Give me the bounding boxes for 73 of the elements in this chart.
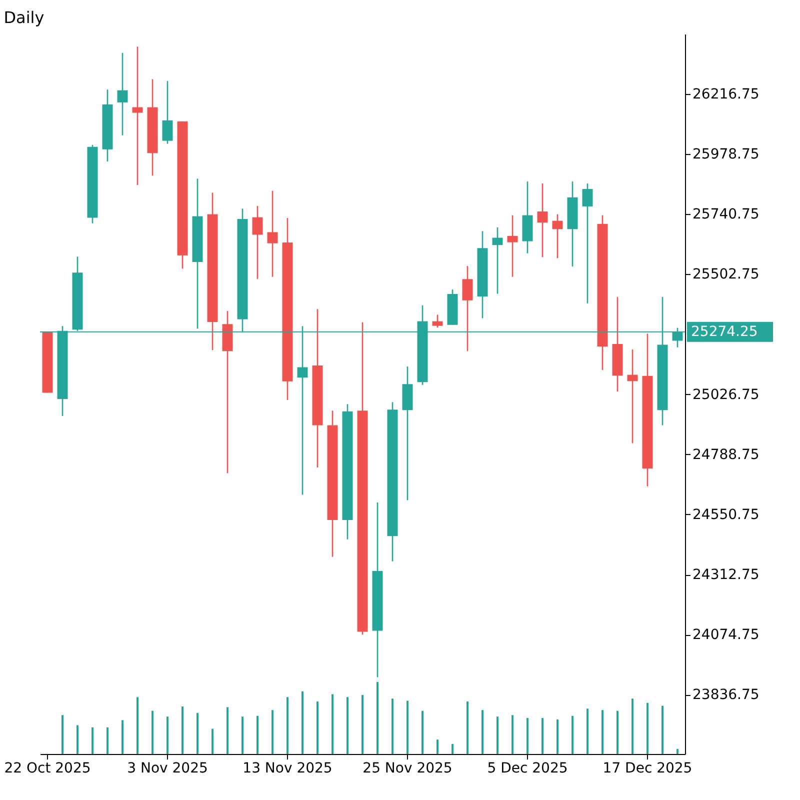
bar [662, 706, 664, 754]
y-tick-label: 26216.75 [692, 86, 760, 102]
y-tick-label: 25740.75 [692, 206, 760, 223]
bar [256, 716, 258, 754]
bar [196, 712, 198, 754]
bar [526, 718, 528, 754]
bar [436, 740, 438, 754]
candlestick [582, 182, 593, 304]
bar [106, 727, 108, 754]
bar [452, 744, 454, 754]
bar [182, 706, 184, 754]
bar [316, 701, 318, 754]
bar [136, 697, 138, 754]
y-tick-label: 25978.75 [692, 146, 760, 162]
y-tick-label: 24550.75 [692, 506, 760, 523]
x-tick-label: 22 Oct 2025 [4, 760, 91, 776]
bar [422, 710, 424, 754]
bar [152, 710, 154, 754]
y-tick-label: 25026.75 [692, 386, 760, 403]
bar [392, 698, 394, 754]
bar [406, 700, 408, 754]
bar [362, 694, 364, 754]
x-tick-label: 25 Nov 2025 [362, 760, 452, 776]
bar [556, 719, 558, 754]
candlestick [132, 46, 143, 186]
candlestick [162, 80, 173, 144]
bar [272, 710, 274, 754]
bar [586, 708, 588, 754]
chart-title: Daily [4, 8, 44, 27]
y-tick-label: 24788.75 [692, 446, 760, 463]
x-tick-label: 5 Dec 2025 [487, 760, 568, 776]
bar [212, 728, 214, 754]
bar [482, 710, 484, 754]
bar [466, 701, 468, 754]
bar [632, 698, 634, 754]
candlestick [117, 52, 128, 136]
ref-line-label: 25274.25 [691, 324, 758, 340]
bar [646, 702, 648, 754]
y-tick-label: 24074.75 [692, 627, 760, 644]
candlestick [462, 265, 473, 352]
bar [302, 691, 304, 754]
bar [676, 748, 678, 754]
bar [122, 720, 124, 754]
bar [76, 725, 78, 754]
bar [496, 716, 498, 754]
y-tick-label: 23836.75 [692, 687, 760, 704]
candlestick [537, 182, 548, 258]
bar [512, 715, 514, 754]
x-tick-label: 13 Nov 2025 [242, 760, 332, 776]
candlestick [267, 190, 278, 278]
bar [226, 707, 228, 754]
bar [242, 716, 244, 754]
bar [572, 716, 574, 754]
bar [166, 716, 168, 754]
x-tick-label: 17 Dec 2025 [602, 760, 692, 776]
bar [92, 727, 94, 754]
bar [286, 697, 288, 754]
candlestick [552, 214, 563, 259]
bar [542, 718, 544, 754]
bar [346, 697, 348, 754]
bar [602, 710, 604, 754]
candlestick [492, 226, 503, 294]
bar [376, 682, 378, 754]
bar [616, 710, 618, 754]
candlestick [507, 214, 518, 278]
bar [332, 694, 334, 754]
candlestick [627, 348, 638, 444]
y-tick-label: 25502.75 [692, 266, 760, 283]
candlestick [252, 205, 263, 280]
y-tick-label: 24312.75 [692, 567, 760, 584]
bar [62, 715, 64, 754]
x-tick-label: 3 Nov 2025 [127, 760, 208, 776]
candlestick [432, 314, 443, 328]
